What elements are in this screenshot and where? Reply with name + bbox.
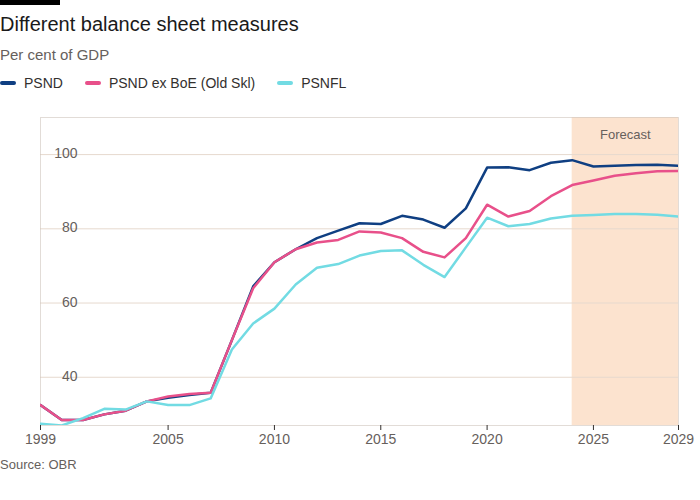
svg-text:1999: 1999 <box>25 431 56 447</box>
html-text:PSND ex BoE (Old Skl): PSND ex BoE (Old Skl) <box>108 75 256 91</box>
svg-text:40: 40 <box>62 368 78 384</box>
svg-text:100: 100 <box>54 145 78 161</box>
svg-text:2005: 2005 <box>153 431 184 447</box>
svg-text:2020: 2020 <box>472 431 503 447</box>
html-text:PSNFL: PSNFL <box>301 75 347 91</box>
html-text:PSND: PSND <box>24 75 63 91</box>
svg-text:2010: 2010 <box>259 431 290 447</box>
svg-text:60: 60 <box>62 294 78 310</box>
svg-text:2025: 2025 <box>578 431 609 447</box>
html-text:Per cent of GDP: Per cent of GDP <box>0 46 110 63</box>
html-text:Different balance sheet measur: Different balance sheet measures <box>0 13 299 35</box>
svg-text:2029: 2029 <box>663 431 694 447</box>
svg-text:2015: 2015 <box>365 431 396 447</box>
svg-text:Forecast: Forecast <box>600 127 651 142</box>
html-text:Source: OBR: Source: OBR <box>0 457 77 472</box>
svg-text:80: 80 <box>62 219 78 235</box>
